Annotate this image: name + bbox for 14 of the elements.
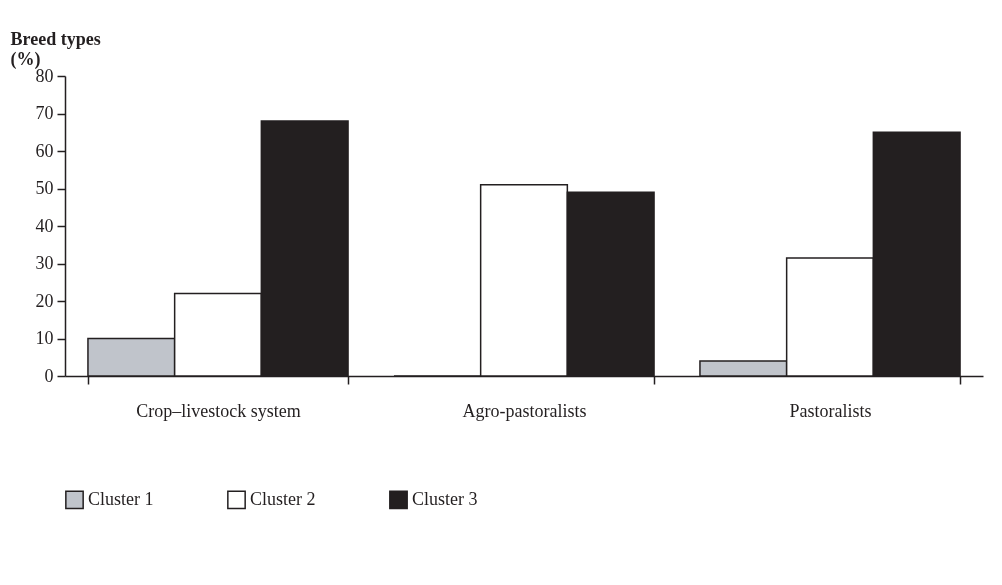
x-tick-label: Pastoralists <box>789 400 872 421</box>
legend-label: Cluster 2 <box>250 488 316 509</box>
legend-label: Cluster 3 <box>412 488 478 509</box>
x-tick-label: Agro-pastoralists <box>462 400 587 421</box>
y-tick-label: 10 <box>35 328 54 348</box>
y-tick-label: 50 <box>35 178 54 198</box>
y-tick-label: 40 <box>35 215 54 236</box>
y-tick-label: 30 <box>35 253 54 273</box>
legend-label: Cluster 1 <box>88 488 154 509</box>
y-tick-label: 20 <box>35 290 54 311</box>
y-tick-label: 0 <box>44 365 54 386</box>
y-tick-label: 60 <box>35 140 54 161</box>
y-tick-label: 70 <box>35 103 54 123</box>
x-tick-label: Crop–livestock system <box>136 400 301 421</box>
